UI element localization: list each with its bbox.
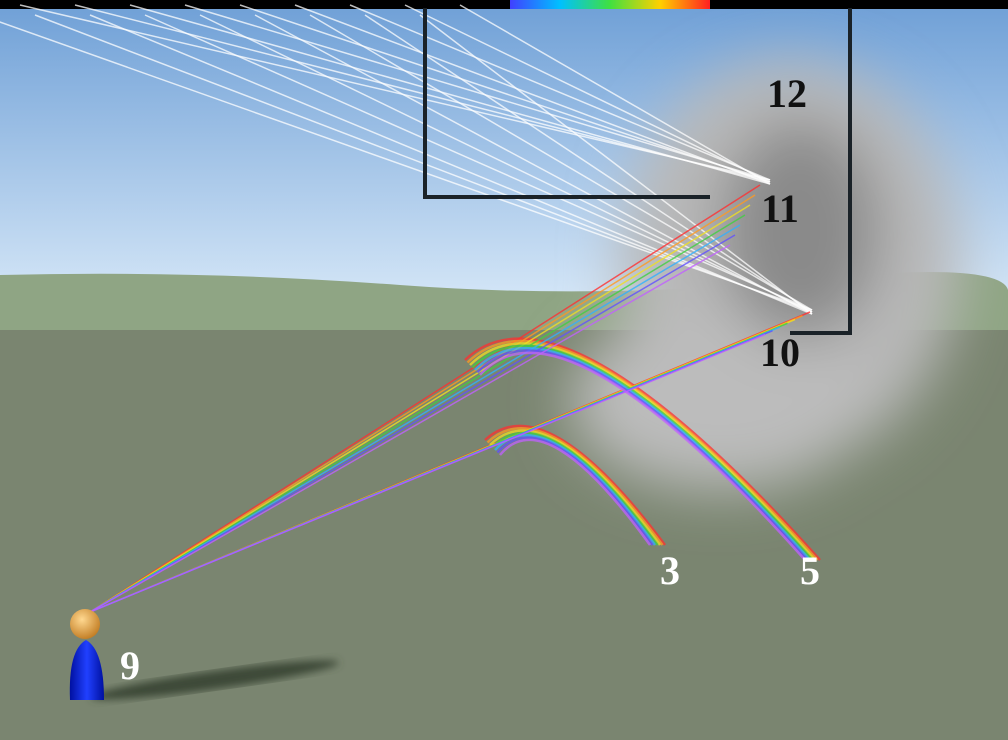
rainbow-inner [489,429,662,546]
sight-line [89,184,761,613]
rainbow-inner [484,424,666,546]
callout-number: 11 [761,186,799,231]
rainbow-outer [466,339,819,561]
rainbow-inner [486,427,664,546]
sight-line [89,204,751,613]
sight-line [89,244,731,613]
sun-ray [459,4,771,185]
callout-number: 10 [760,330,800,375]
rainbow-outer [476,349,809,561]
sun-ray [349,4,771,181]
sun-ray [419,14,813,315]
sun-ray [309,14,813,311]
sun-ray [0,21,813,311]
sight-line [89,234,736,613]
sun-ray [89,14,813,315]
top-bar [0,0,1008,9]
sight-line [89,224,741,613]
sun-ray [129,4,771,185]
sun-ray [199,14,813,313]
sun-ray [144,14,813,311]
rainbow-outer [479,351,806,561]
sun-ray [254,14,813,315]
rainbow-outer [471,344,814,561]
rainbow-outer [474,346,811,561]
rainbow-outer [464,337,821,561]
callout-number: 12 [767,71,807,116]
person-body [69,640,104,700]
sight-line [89,214,746,613]
rainbows [89,184,821,613]
bracket [423,8,852,335]
sun-ray [364,14,813,313]
sun-ray [239,4,771,183]
rainbow-inner [491,431,659,546]
labels: 12 11 10 3 5 9 [120,71,820,688]
sun-ray [404,4,771,183]
callout-number: 5 [800,548,820,593]
sun-ray [184,4,771,181]
callout-number: 3 [660,548,680,593]
sun-rays [0,4,813,315]
callout-number: 9 [120,643,140,688]
sight-line [89,333,766,613]
rainbow-inner [499,438,652,546]
sun-ray [294,4,771,185]
sight-line [89,194,756,613]
person-head [70,609,100,639]
rainbow-outer [469,342,816,561]
spectrum [510,0,710,9]
shadow [91,660,339,700]
rainbow-inner [496,436,654,546]
